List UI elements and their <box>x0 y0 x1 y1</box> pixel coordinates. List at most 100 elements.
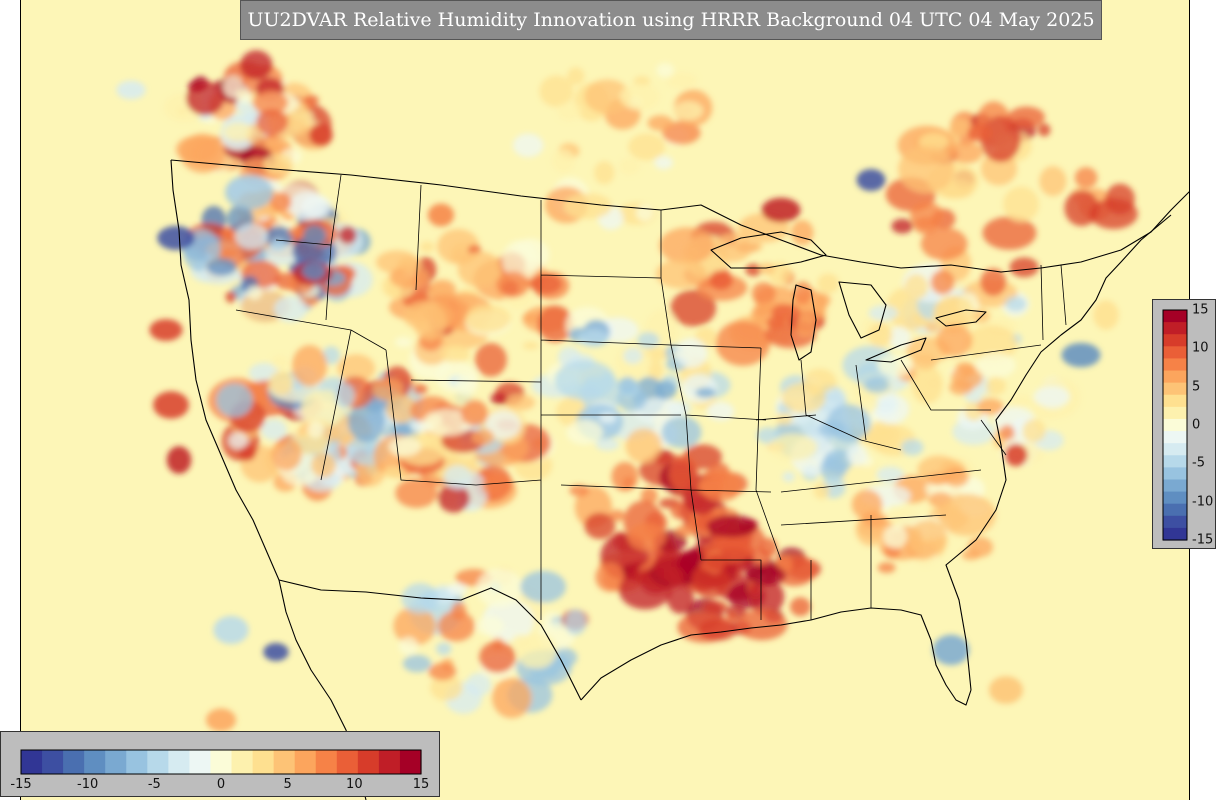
innovation-blob <box>1033 385 1070 408</box>
innovation-blob <box>223 75 243 99</box>
innovation-blob <box>623 347 643 365</box>
innovation-blob <box>437 610 475 642</box>
innovation-blob <box>398 637 419 656</box>
colorbar-tick-label: 15 <box>412 777 430 792</box>
innovation-blob <box>699 469 742 502</box>
innovation-blob <box>334 383 355 409</box>
innovation-blob <box>1008 106 1045 128</box>
colorbar-swatch <box>399 750 422 774</box>
innovation-blob <box>640 487 658 505</box>
innovation-blob <box>751 282 776 305</box>
innovation-blob <box>904 274 929 300</box>
innovation-blob <box>938 493 996 537</box>
innovation-blob <box>157 225 195 251</box>
innovation-blob <box>698 619 738 641</box>
innovation-blob <box>457 251 502 288</box>
innovation-blob <box>269 238 286 252</box>
innovation-blob <box>813 482 830 499</box>
innovation-blob <box>393 606 437 646</box>
innovation-blob <box>300 389 346 428</box>
innovation-blob <box>1004 443 1028 467</box>
colorbar-tick-label: -10 <box>1192 494 1214 510</box>
innovation-blob <box>1003 186 1040 222</box>
innovation-blob <box>967 537 994 558</box>
innovation-blob <box>668 455 699 492</box>
lake-michigan <box>790 284 817 361</box>
innovation-blob <box>846 444 868 466</box>
colorbar-outline <box>20 749 422 775</box>
innovation-blob <box>302 262 326 281</box>
innovation-blob <box>395 478 438 508</box>
innovation-blob <box>1089 198 1138 230</box>
innovation-blob <box>776 412 793 425</box>
innovation-blob <box>564 609 587 636</box>
colorbar-swatch <box>1163 334 1187 347</box>
innovation-blob <box>1061 342 1101 368</box>
innovation-blob <box>557 102 582 121</box>
innovation-blob <box>522 313 541 323</box>
innovation-blob <box>307 421 324 439</box>
horizontal-colorbar: -15 -10 -5 0 5 10 15 <box>0 731 440 797</box>
lake-huron <box>838 281 887 339</box>
innovation-blob <box>627 522 666 552</box>
innovation-blob <box>898 145 955 193</box>
innovation-blob <box>216 383 253 418</box>
innovation-blob <box>301 194 332 219</box>
innovation-blob <box>982 216 1037 250</box>
colorbar-swatch <box>1163 515 1187 529</box>
innovation-blob <box>423 408 473 436</box>
innovation-blob <box>402 654 432 673</box>
innovation-blob <box>436 642 452 656</box>
colorbar-swatch <box>378 750 401 774</box>
innovation-blob <box>338 226 357 244</box>
innovation-blob <box>240 50 273 80</box>
innovation-blob <box>818 420 846 438</box>
innovation-blob <box>584 512 616 540</box>
innovation-blob <box>443 465 472 490</box>
colorbar-tick-label: -5 <box>1192 455 1205 471</box>
innovation-blob <box>877 354 913 377</box>
innovation-blob <box>428 279 456 300</box>
innovation-blob <box>883 524 908 549</box>
innovation-blob <box>382 466 405 478</box>
innovation-blob <box>702 600 728 614</box>
innovation-blob <box>633 397 685 424</box>
innovation-blob <box>512 133 544 158</box>
innovation-blob <box>635 204 654 222</box>
innovation-blob <box>949 380 973 395</box>
innovation-blob <box>666 581 694 614</box>
colorbar-swatch <box>105 750 127 774</box>
innovation-blob <box>655 258 707 289</box>
innovation-blob <box>271 355 289 370</box>
innovation-blob <box>446 583 467 597</box>
pacific-coastline <box>170 159 367 800</box>
innovation-blob <box>496 271 530 298</box>
innovation-blob <box>628 133 666 161</box>
innovation-blob <box>235 92 252 104</box>
colorbar-swatch <box>1163 310 1187 323</box>
colorbar-swatch <box>147 750 169 774</box>
innovation-blob <box>492 677 532 719</box>
innovation-blob <box>609 509 625 522</box>
innovation-blob <box>271 437 302 471</box>
colorbar-swatch <box>294 750 317 774</box>
innovation-blob <box>303 224 327 247</box>
colorbar-swatch <box>1163 394 1187 408</box>
innovation-blob <box>815 293 831 307</box>
innovation-field <box>116 50 1138 732</box>
colorbar-swatch <box>1163 370 1187 384</box>
colorbar-tick-label: 5 <box>1192 379 1201 395</box>
us-mexico-border <box>278 579 582 701</box>
vertical-colorbar-scale <box>1162 309 1188 541</box>
innovation-blob <box>569 484 590 497</box>
colorbar-swatch <box>1163 479 1187 493</box>
innovation-blob <box>619 157 640 175</box>
innovation-blob <box>522 341 539 350</box>
innovation-blob <box>584 79 631 114</box>
boundary-lines <box>170 159 1189 800</box>
innovation-blob <box>766 316 785 329</box>
innovation-blob <box>909 201 944 230</box>
humidity-innovation-map <box>21 0 1189 800</box>
lake-superior <box>710 231 827 269</box>
innovation-blob <box>901 439 924 456</box>
